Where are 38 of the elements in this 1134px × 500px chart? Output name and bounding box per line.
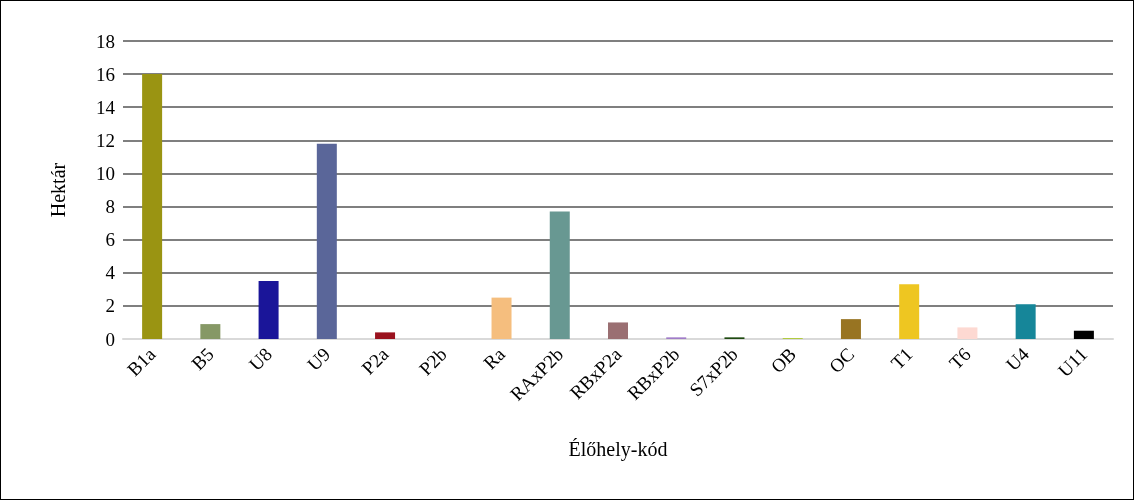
y-tick-label: 4 [105,262,116,284]
y-tick-label: 2 [105,295,115,317]
y-tick-label: 8 [105,196,115,218]
y-tick-label: 14 [96,96,116,118]
x-tick-label: U11 [1053,343,1092,382]
x-tick-label: P2a [357,343,393,379]
x-tick-label: OB [766,343,801,378]
x-tick-label: OC [824,343,859,378]
bar [258,281,279,339]
bar [491,297,512,339]
bar [375,332,396,339]
bar [142,74,163,339]
bar [316,143,337,339]
bar [608,322,628,339]
bar [957,327,978,339]
y-tick-label: 0 [105,328,115,350]
y-tick-label: 6 [105,229,115,251]
x-tick-label: Ra [479,343,510,374]
x-tick-label: U9 [302,343,335,375]
x-tick-label: B5 [187,343,218,375]
bar [549,211,570,339]
x-tick-label: T6 [945,343,975,374]
bar [200,324,221,339]
x-tick-label: U8 [244,343,277,375]
x-tick-label: U4 [1001,343,1034,375]
x-tick-label: B1a [123,343,160,381]
bar [1015,304,1036,339]
bar [840,319,861,339]
y-tick-label: 10 [96,162,115,184]
y-axis-title: Hektár [47,162,69,218]
y-tick-label: 16 [96,63,115,85]
x-axis-title: Élőhely-kód [568,438,668,461]
x-tick-label: T1 [886,343,917,374]
bar [1073,330,1094,339]
bar [899,284,920,339]
y-tick-label: 18 [96,30,115,52]
x-tick-label: P2b [414,343,451,380]
y-tick-label: 12 [96,129,115,151]
